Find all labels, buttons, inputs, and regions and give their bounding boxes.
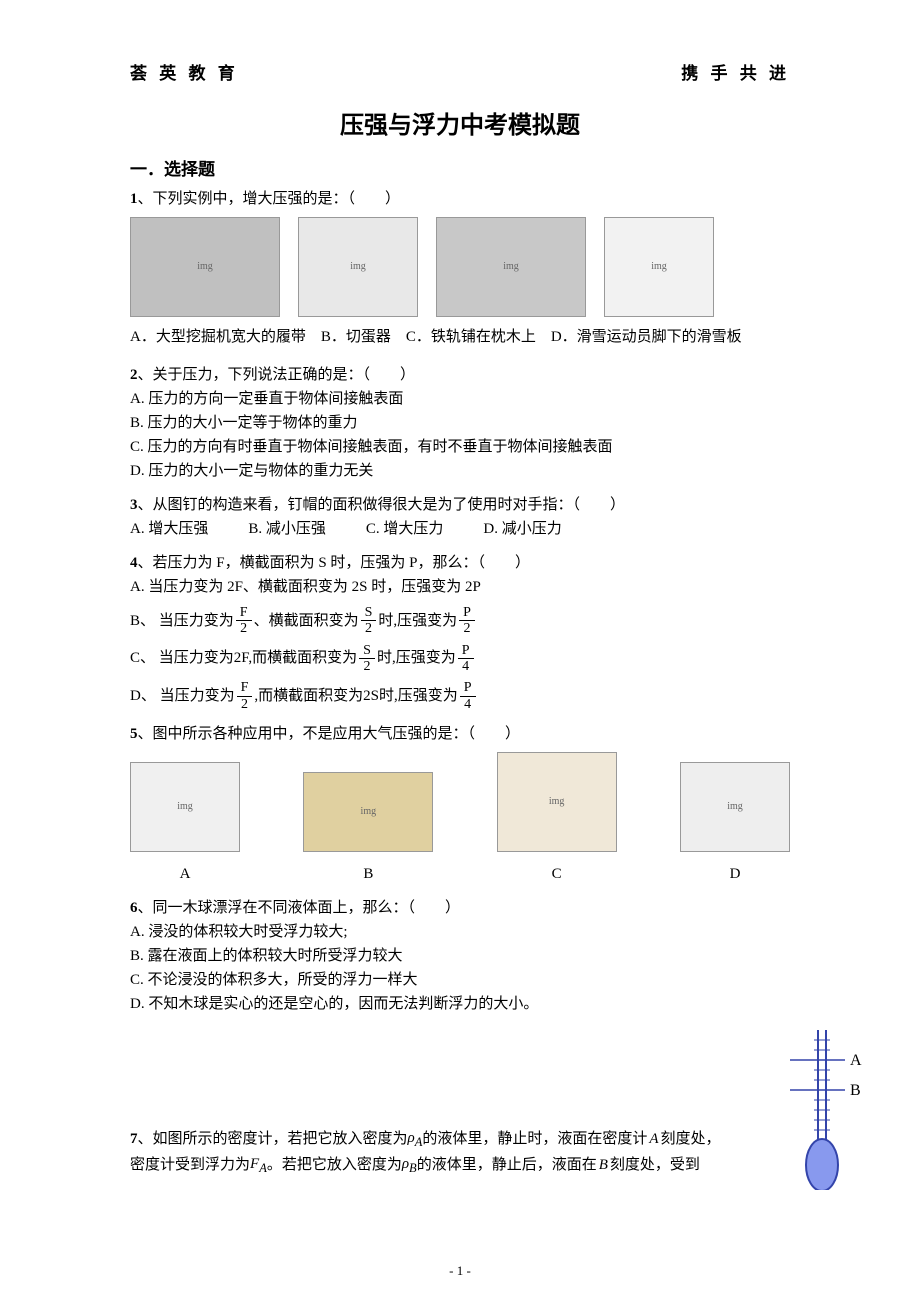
q5-item-b: img B [303, 772, 433, 886]
q5-img-d: img [680, 762, 790, 852]
q6-text: 、同一木球漂浮在不同液体面上，那么：（ ） [138, 900, 461, 916]
q3-b: B. 减小压强 [248, 517, 326, 541]
q7-l1-mid: 的液体里，静止时，液面在密度计 [422, 1127, 647, 1151]
question-2: 2、关于压力，下列说法正确的是：（ ） A. 压力的方向一定垂直于物体间接触表面… [130, 363, 790, 483]
frac-f2: F2 [236, 605, 252, 637]
question-7: 7 、如图所示的密度计，若把它放入密度为 ρA 的液体里，静止时，液面在密度计 … [130, 1126, 790, 1178]
q5-text: 、图中所示各种应用中，不是应用大气压强的是：（ ） [138, 726, 521, 742]
page-title: 压强与浮力中考模拟题 [130, 107, 790, 145]
q7-l2-pre: 密度计受到浮力为 [130, 1153, 250, 1177]
q1-text: 、下列实例中，增大压强的是：（ ） [138, 191, 401, 207]
q3-d: D. 减小压力 [483, 517, 561, 541]
q4c-pre: C、 当压力变为2F,而横截面积变为 [130, 646, 357, 670]
q4b-pre: B、 当压力变为 [130, 609, 234, 633]
question-5: 5、图中所示各种应用中，不是应用大气压强的是：（ ） img A img B img… [130, 722, 790, 886]
q1-num: 1 [130, 191, 138, 207]
q4-num: 4 [130, 555, 138, 571]
q4b-mid2: 时,压强变为 [378, 609, 457, 633]
q1-img-c: img [436, 217, 586, 317]
q3-num: 3 [130, 497, 138, 513]
label-A: A [850, 1052, 862, 1069]
q6-c: C. 不论浸没的体积多大，所受的浮力一样大 [130, 968, 790, 992]
q7-l2-mid2: 的液体里，静止后，液面在 [417, 1153, 597, 1177]
frac-p4b: P4 [460, 680, 476, 712]
q4-d: D、 当压力变为 F2 ,而横截面积变为2S时,压强变为 P4 [130, 680, 790, 712]
frac-p2: P2 [459, 605, 475, 637]
page-number: - 1 - [0, 1261, 920, 1282]
q7-A: A [649, 1127, 658, 1151]
q1-opts: A．大型挖掘机宽大的履带 B．切蛋器 C．铁轨铺在枕木上 D．滑雪运动员脚下的滑… [130, 325, 790, 349]
q6-num: 6 [130, 900, 138, 916]
q3-a: A. 增大压强 [130, 517, 208, 541]
q3-text: 、从图钉的构造来看，钉帽的面积做得很大是为了使用时对手指：（ ） [138, 497, 626, 513]
question-3: 3、从图钉的构造来看，钉帽的面积做得很大是为了使用时对手指：（ ） A. 增大压… [130, 493, 790, 541]
q5-img-a: img [130, 762, 240, 852]
q7-l1-end: 刻度处， [661, 1127, 721, 1151]
page-header: 荟 英 教 育 携 手 共 进 [130, 60, 790, 87]
q2-c: C. 压力的方向有时垂直于物体间接触表面，有时不垂直于物体间接触表面 [130, 435, 790, 459]
q5-label-a: A [180, 862, 191, 886]
densitometer-figure: A B [790, 1020, 870, 1190]
q5-num: 5 [130, 726, 138, 742]
q5-label-b: B [363, 862, 373, 886]
question-6: 6、同一木球漂浮在不同液体面上，那么：（ ） A. 浸没的体积较大时受浮力较大;… [130, 896, 790, 1016]
q1-img-d: img [604, 217, 714, 317]
q2-b: B. 压力的大小一定等于物体的重力 [130, 411, 790, 435]
label-B: B [850, 1082, 861, 1099]
q3-c: C. 增大压力 [366, 517, 444, 541]
q1-img-a: img [130, 217, 280, 317]
q2-d: D. 压力的大小一定与物体的重力无关 [130, 459, 790, 483]
q4c-mid: 时,压强变为 [377, 646, 456, 670]
q5-images: img A img B img C img D [130, 752, 790, 886]
q5-item-c: img C [497, 752, 617, 886]
q4-c: C、 当压力变为2F,而横截面积变为 S2 时,压强变为 P4 [130, 643, 790, 675]
section-head: 一．选择题 [130, 156, 790, 183]
q7-num: 7 [130, 1127, 138, 1151]
q5-label-c: C [552, 862, 562, 886]
q1-img-b: img [298, 217, 418, 317]
q4b-mid1: 、横截面积变为 [254, 609, 359, 633]
q7-FA: FA [250, 1152, 267, 1178]
q4d-mid: ,而横截面积变为2S时,压强变为 [254, 684, 457, 708]
q1-images: img img img img [130, 217, 790, 317]
q5-item-a: img A [130, 762, 240, 886]
q7-rhoB: ρB [402, 1152, 417, 1178]
q5-item-d: img D [680, 762, 790, 886]
q7-l1-pre: 、如图所示的密度计，若把它放入密度为 [138, 1127, 408, 1151]
q5-label-d: D [730, 862, 741, 886]
header-right: 携 手 共 进 [681, 60, 790, 87]
q6-b: B. 露在液面上的体积较大时所受浮力较大 [130, 944, 790, 968]
question-4: 4、若压力为 F，横截面积为 S 时，压强为 P，那么：（ ） A. 当压力变为… [130, 551, 790, 712]
q5-img-b: img [303, 772, 433, 852]
frac-f2b: F2 [237, 680, 253, 712]
frac-s2: S2 [361, 605, 377, 637]
q4d-pre: D、 当压力变为 [130, 684, 235, 708]
q4-text: 、若压力为 F，横截面积为 S 时，压强为 P，那么：（ ） [138, 555, 531, 571]
q6-d: D. 不知木球是实心的还是空心的，因而无法判断浮力的大小。 [130, 992, 790, 1016]
q2-a: A. 压力的方向一定垂直于物体间接触表面 [130, 387, 790, 411]
q4-b: B、 当压力变为 F2 、横截面积变为 S2 时,压强变为 P2 [130, 605, 790, 637]
question-1: 1、下列实例中，增大压强的是：（ ） img img img img A．大型挖… [130, 187, 790, 349]
q2-num: 2 [130, 367, 138, 383]
frac-p4: P4 [458, 643, 474, 675]
q4-a: A. 当压力变为 2F、横截面积变为 2S 时，压强变为 2P [130, 575, 790, 599]
frac-s2b: S2 [359, 643, 375, 675]
q5-img-c: img [497, 752, 617, 852]
q7-l2-mid: 。若把它放入密度为 [267, 1153, 402, 1177]
q7-B: B [599, 1153, 608, 1177]
q7-rhoA: ρA [408, 1126, 423, 1152]
q2-text: 、关于压力，下列说法正确的是：（ ） [138, 367, 416, 383]
q7-l2-end: 刻度处，受到 [610, 1153, 700, 1177]
q6-a: A. 浸没的体积较大时受浮力较大; [130, 920, 790, 944]
header-left: 荟 英 教 育 [130, 60, 239, 87]
